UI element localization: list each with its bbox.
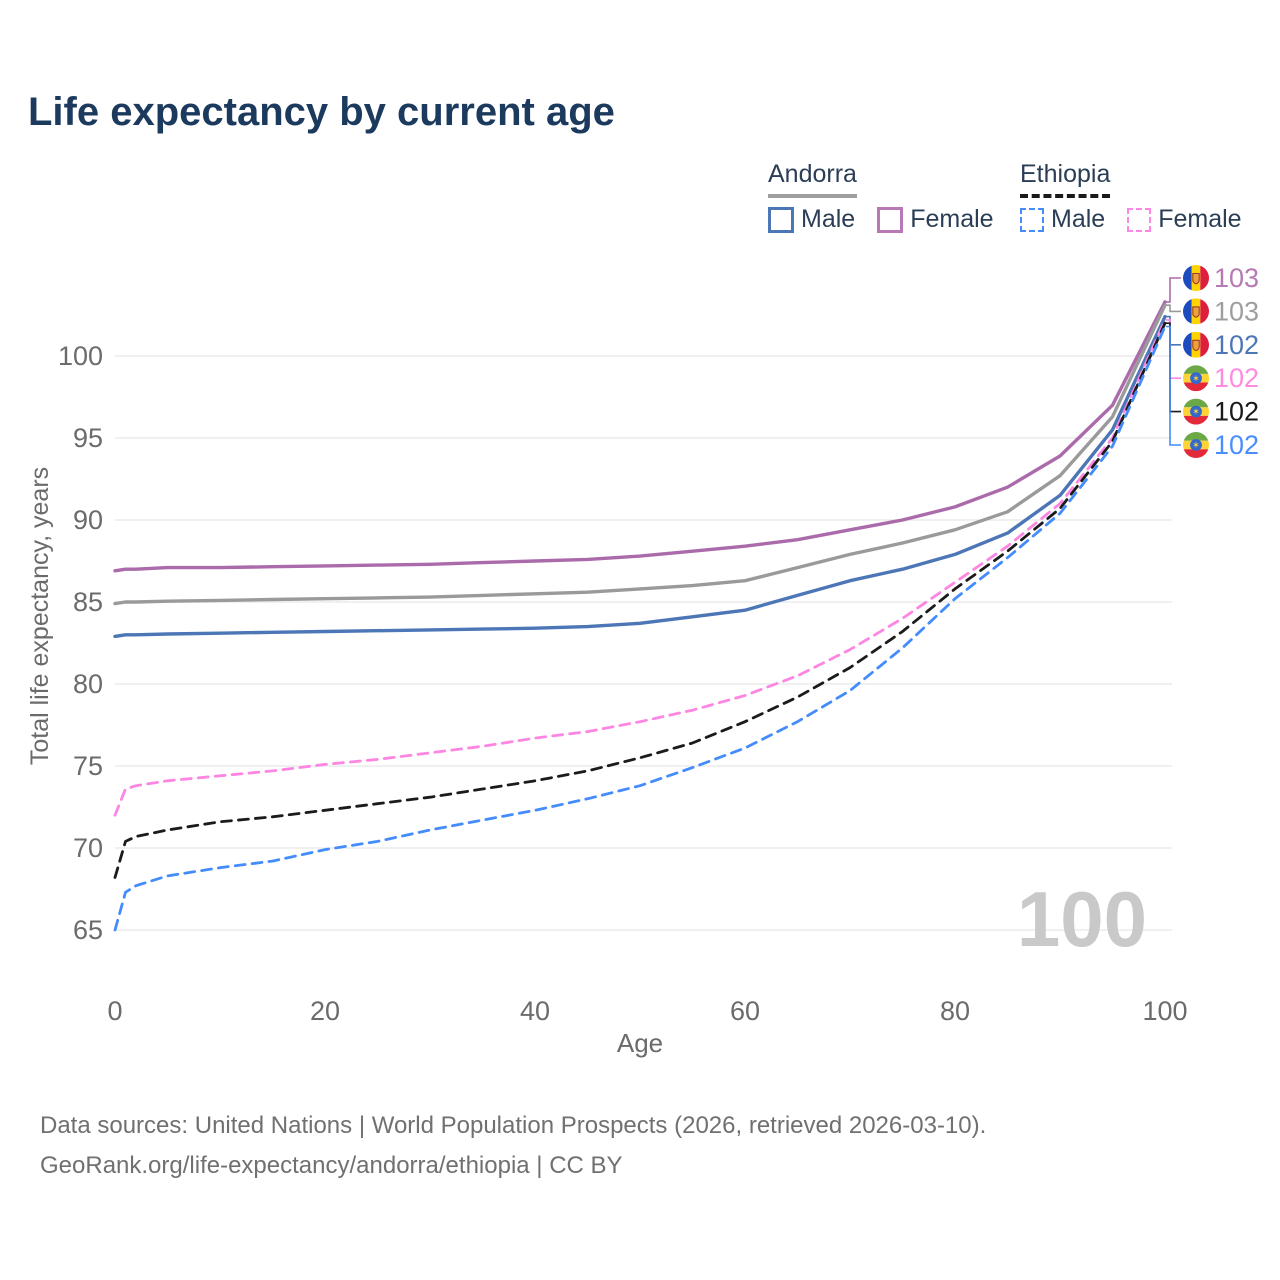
y-axis-title: Total life expectancy, years	[26, 467, 54, 765]
end-value-label: 102	[1214, 330, 1259, 360]
footer-attribution: GeoRank.org/life-expectancy/andorra/ethi…	[40, 1152, 623, 1179]
svg-text:✶: ✶	[1192, 440, 1200, 450]
footer-data-sources: Data sources: United Nations | World Pop…	[40, 1112, 987, 1139]
end-connector	[1166, 322, 1181, 413]
end-value-label: 103	[1214, 263, 1259, 293]
y-tick-label: 70	[73, 833, 103, 863]
x-tick-label: 80	[940, 996, 970, 1026]
end-value-label: 103	[1214, 296, 1259, 326]
x-axis-title: Age	[617, 1028, 663, 1058]
legend-item-label: Female	[1158, 205, 1242, 233]
y-tick-label: 75	[73, 751, 103, 781]
life-expectancy-chart: 65 70 75 80 85 90 95 100 100 0 20 40 60 80 100 Age Total…	[26, 263, 1259, 1058]
legend-item-andorra-female[interactable]: Female	[877, 205, 994, 234]
page-title: Life expectancy by current age	[28, 90, 615, 134]
line-andorra-both[interactable]	[113, 303, 1167, 606]
end-connector	[1166, 319, 1181, 379]
end-connector	[1166, 325, 1181, 446]
line-andorra-male[interactable]	[113, 314, 1167, 639]
svg-text:✶: ✶	[1192, 407, 1200, 417]
ethiopia-flag-icon: ✶	[1183, 432, 1209, 458]
end-value-label: 102	[1214, 363, 1259, 393]
andorra-female-swatch	[877, 206, 904, 233]
legend-item-ethiopia-male[interactable]: Male	[1020, 205, 1105, 234]
x-tick-label: 20	[310, 996, 340, 1026]
y-tick-label: 85	[73, 587, 103, 617]
end-value-label: 102	[1214, 397, 1259, 427]
y-tick-label: 100	[58, 341, 103, 371]
footer: Data sources: United Nations | World Pop…	[40, 1106, 986, 1186]
x-tick-label: 40	[520, 996, 550, 1026]
legend-country-ethiopia[interactable]: Ethiopia	[1020, 160, 1111, 198]
andorra-flag-icon	[1183, 265, 1209, 291]
x-tick-label: 60	[730, 996, 760, 1026]
legend-item-andorra-male[interactable]: Male	[768, 205, 855, 234]
ethiopia-male-swatch	[1020, 207, 1044, 232]
x-tick-label: 0	[107, 996, 122, 1026]
svg-text:✶: ✶	[1192, 373, 1200, 383]
legend-item-ethiopia-female[interactable]: Female	[1127, 205, 1242, 234]
legend-group-ethiopia: Ethiopia Male Female	[1020, 160, 1242, 234]
y-tick-label: 95	[73, 423, 103, 453]
end-connector	[1166, 315, 1181, 346]
andorra-flag-icon	[1183, 331, 1209, 358]
line-ethiopia-male[interactable]	[113, 325, 1167, 932]
x-tick-label: 100	[1142, 996, 1187, 1026]
ethiopia-female-swatch	[1127, 207, 1152, 232]
age-watermark: 100	[1017, 875, 1147, 963]
ethiopia-flag-icon: ✶	[1183, 365, 1209, 392]
y-tick-label: 90	[73, 505, 103, 535]
line-ethiopia-female[interactable]	[113, 318, 1167, 817]
end-value-label: 102	[1214, 430, 1259, 460]
andorra-flag-icon	[1183, 298, 1209, 325]
legend-item-label: Female	[910, 205, 994, 233]
legend-group-andorra: Andorra Male Female	[768, 160, 994, 234]
line-ethiopia-both[interactable]	[113, 321, 1167, 879]
andorra-male-swatch	[768, 206, 794, 233]
legend-item-label: Male	[1051, 205, 1106, 233]
end-connector	[1166, 304, 1181, 313]
y-tick-label: 80	[73, 669, 103, 699]
legend-country-andorra[interactable]: Andorra	[768, 160, 857, 198]
legend-item-label: Male	[801, 205, 856, 233]
y-tick-label: 65	[73, 915, 103, 945]
end-connector	[1166, 277, 1181, 303]
ethiopia-flag-icon: ✶	[1183, 398, 1209, 425]
line-andorra-female[interactable]	[113, 300, 1167, 573]
